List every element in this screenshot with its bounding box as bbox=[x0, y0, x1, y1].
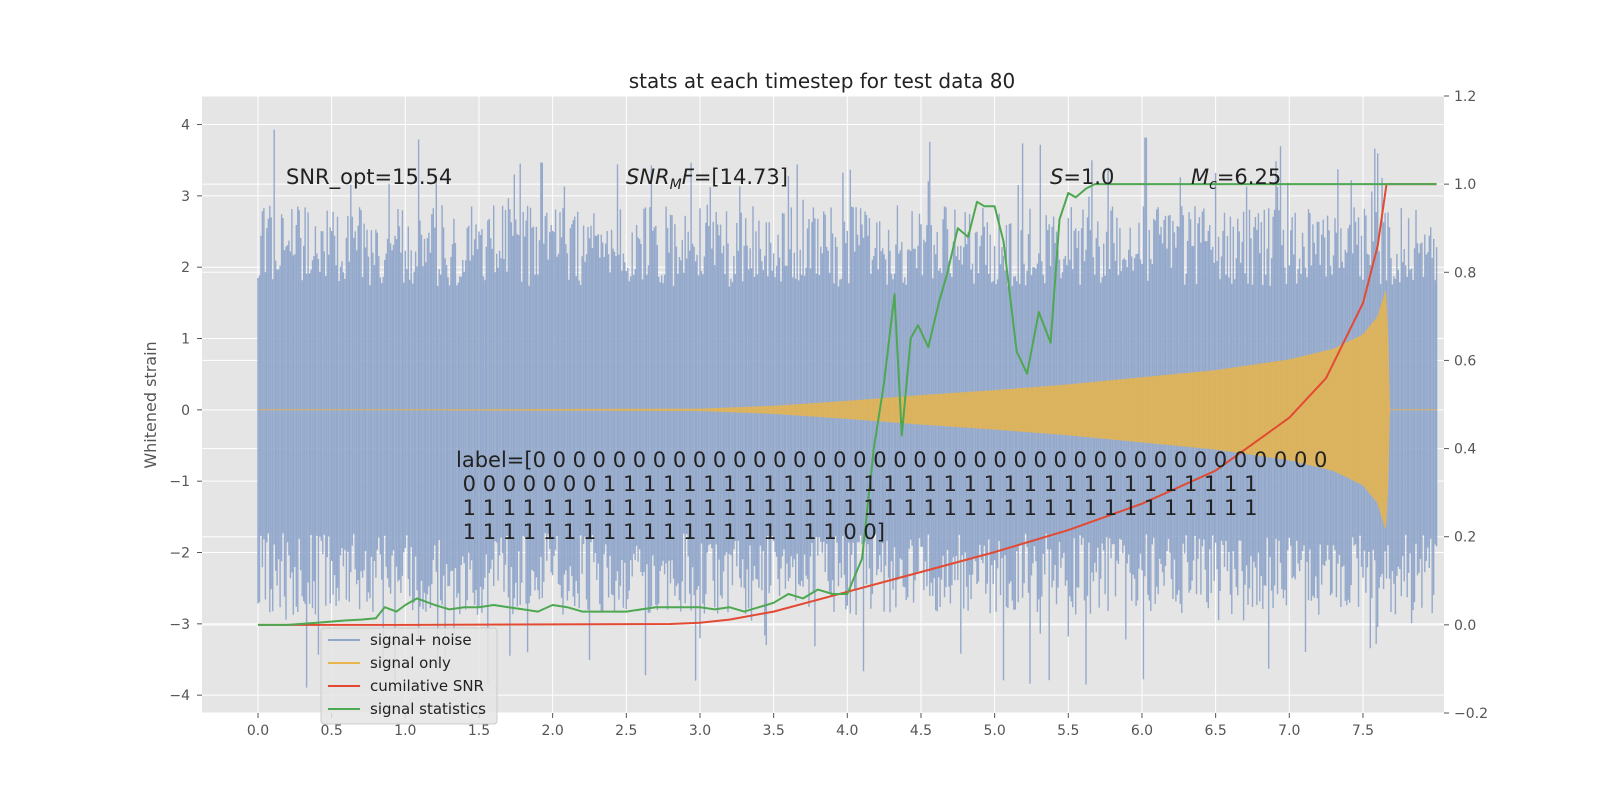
ticks: 0.0 0.5 1.0 1.5 2.0 2.5 3.0 3.5 4.0 4.5 5.0 5.5 6.0 6… bbox=[169, 89, 1488, 739]
signal-only-envelope bbox=[258, 291, 1437, 529]
legend-label-signal: signal only bbox=[370, 654, 451, 672]
legend: signal+ noise signal only cumilative SNR… bbox=[320, 627, 498, 725]
legend-label-snr: cumilative SNR bbox=[370, 677, 484, 695]
x-tick-label: 4.5 bbox=[910, 723, 932, 739]
mc-subscript: c bbox=[1209, 177, 1217, 193]
y2-tick-label: 1.0 bbox=[1454, 177, 1476, 193]
y-tick-label: −4 bbox=[169, 688, 190, 704]
x-tick-label: 2.0 bbox=[542, 723, 564, 739]
legend-box bbox=[320, 627, 498, 725]
snr-mf-value: =[14.73] bbox=[694, 165, 788, 189]
label-line: 0 0 0 0 0 0 0 1 1 1 1 1 1 1 1 1 1 1 1 1 … bbox=[456, 472, 1257, 496]
x-tick-label: 5.5 bbox=[1057, 723, 1079, 739]
y2-tick-label: 0.2 bbox=[1454, 530, 1476, 546]
x-tick-label: 6.0 bbox=[1131, 723, 1153, 739]
cumulative-snr-line bbox=[258, 183, 1437, 626]
y-tick-label: 2 bbox=[181, 260, 190, 276]
legend-label-noise: signal+ noise bbox=[370, 631, 472, 649]
x-tick-label: 1.5 bbox=[468, 723, 490, 739]
x-tick-label: 3.0 bbox=[689, 723, 711, 739]
snr-mf-suffix: F bbox=[682, 165, 695, 189]
label-line: label=[0 0 0 0 0 0 0 0 0 0 0 0 0 0 0 0 0… bbox=[456, 448, 1327, 472]
label-annotation: label=[0 0 0 0 0 0 0 0 0 0 0 0 0 0 0 0 0… bbox=[456, 448, 1327, 544]
x-tick-label: 7.5 bbox=[1352, 723, 1374, 739]
snr-opt-annotation: SNR_opt=15.54 bbox=[286, 165, 452, 190]
y-tick-label: −2 bbox=[169, 546, 190, 562]
snr-mf-annotation: SNRMF=[14.73] bbox=[626, 165, 788, 193]
y-tick-label: −1 bbox=[169, 474, 190, 490]
chart-title: stats at each timestep for test data 80 bbox=[629, 69, 1015, 93]
mc-name: M bbox=[1191, 165, 1209, 189]
x-tick-label: 2.5 bbox=[615, 723, 637, 739]
s-value: =1.0 bbox=[1063, 165, 1114, 189]
label-line: 1 1 1 1 1 1 1 1 1 1 1 1 1 1 1 1 1 1 1 0 … bbox=[456, 520, 885, 544]
y-tick-label: 3 bbox=[181, 189, 190, 205]
y-tick-label: 0 bbox=[181, 403, 190, 419]
y-axis-label: Whitened strain bbox=[141, 341, 160, 468]
s-name: S bbox=[1050, 165, 1063, 189]
y2-tick-label: 0.8 bbox=[1454, 265, 1476, 281]
x-tick-label: 0.0 bbox=[247, 723, 269, 739]
legend-label-stats: signal statistics bbox=[370, 700, 486, 718]
right-axis-series bbox=[258, 183, 1437, 626]
y-tick-label: 1 bbox=[181, 332, 190, 348]
snr-mf-subscript: M bbox=[670, 177, 682, 193]
x-tick-label: 0.5 bbox=[321, 723, 343, 739]
mc-annotation: Mc=6.25 bbox=[1191, 165, 1281, 193]
x-tick-label: 4.0 bbox=[836, 723, 858, 739]
x-tick-label: 6.5 bbox=[1205, 723, 1227, 739]
y-tick-label: 4 bbox=[181, 118, 190, 134]
y2-tick-label: 0.4 bbox=[1454, 442, 1476, 458]
s-annotation: S=1.0 bbox=[1050, 165, 1114, 189]
signal-statistics-line bbox=[258, 183, 1437, 626]
y2-tick-label: 1.2 bbox=[1454, 89, 1476, 105]
signal-only-series bbox=[258, 291, 1437, 529]
y2-tick-label: −0.2 bbox=[1454, 706, 1488, 722]
y2-tick-label: 0.0 bbox=[1454, 618, 1476, 634]
y-tick-label: −3 bbox=[169, 617, 190, 633]
x-tick-label: 1.0 bbox=[394, 723, 416, 739]
snr-mf-name: SNR bbox=[626, 165, 670, 189]
x-tick-label: 3.5 bbox=[763, 723, 785, 739]
y2-tick-label: 0.6 bbox=[1454, 353, 1476, 369]
mc-value: =6.25 bbox=[1217, 165, 1281, 189]
x-tick-label: 5.0 bbox=[984, 723, 1006, 739]
label-line: 1 1 1 1 1 1 1 1 1 1 1 1 1 1 1 1 1 1 1 1 … bbox=[456, 496, 1257, 520]
x-tick-label: 7.0 bbox=[1278, 723, 1300, 739]
